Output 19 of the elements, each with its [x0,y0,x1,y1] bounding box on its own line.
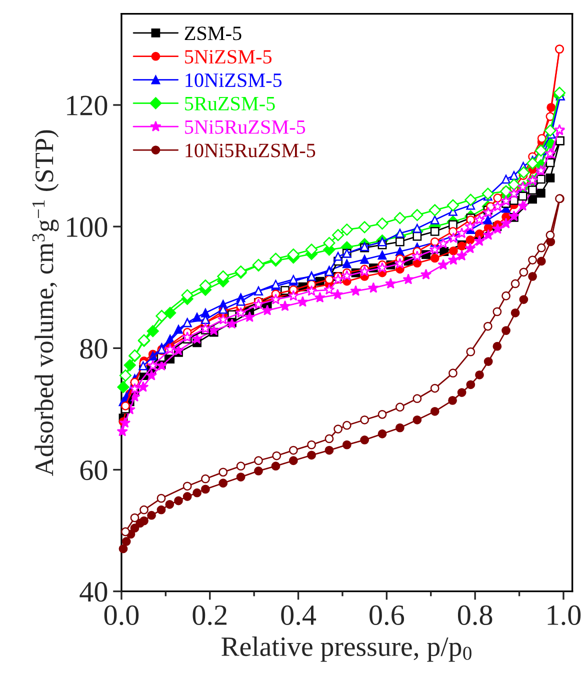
x-tick-label: 0.6 [370,605,404,626]
y-tick-label: 60 [80,460,108,480]
legend-label: 5RuZSM-5 [185,96,275,110]
legend-label: 10Ni5RuZSM-5 [186,144,316,158]
y-tick-label: 100 [67,217,108,237]
y-tick-label: 80 [80,338,108,359]
x-tick-label: 0.0 [104,605,139,626]
x-tick-label: 0.8 [458,605,492,626]
y-axis-title: Adsorbed volume, cm$^{3}$g$^{−1}$ (STP) [32,130,59,476]
x-tick-label: 1.0 [548,605,581,626]
x-axis-title: Relative pressure, p/p$_{0}$ [222,636,472,662]
legend-label: ZSM-5 [184,26,242,40]
x-tick-label: 0.2 [192,605,226,626]
y-tick-label: 120 [67,96,108,116]
x-tick-label: 0.4 [281,605,316,626]
legend-label: 5NiZSM-5 [185,50,272,64]
legend-label: 10NiZSM-5 [186,73,282,88]
legend-label: 5Ni5RuZSM-5 [185,120,306,134]
y-tick-label: 40 [80,582,108,602]
